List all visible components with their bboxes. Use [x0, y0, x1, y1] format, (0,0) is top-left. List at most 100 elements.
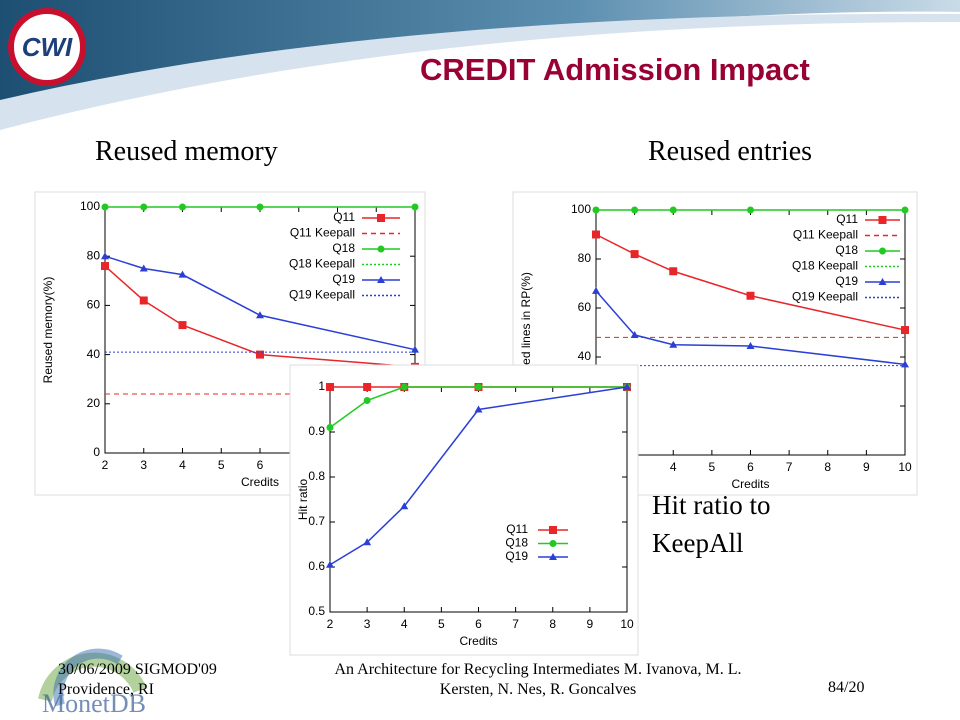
marker: [901, 326, 909, 335]
marker: [669, 340, 678, 348]
footer-date: 30/06/2009 SIGMOD'09 Providence, RI: [58, 661, 217, 698]
x-tick-label: 4: [179, 458, 186, 472]
legend-marker: [878, 216, 887, 224]
marker: [256, 311, 264, 319]
y-tick-label: 80: [578, 251, 592, 265]
x-tick-label: 9: [587, 617, 594, 631]
y-tick-label: 0.6: [308, 559, 325, 573]
x-tick-label: 7: [512, 617, 519, 631]
y-tick-label: 0.9: [308, 424, 325, 438]
marker: [101, 252, 109, 260]
marker: [139, 264, 148, 272]
y-axis-label: Reused lines in RP(%): [519, 272, 533, 393]
legend-marker: [878, 278, 887, 285]
legend-label: Q18: [505, 536, 528, 550]
marker: [363, 397, 371, 404]
x-tick-label: 2: [102, 458, 109, 472]
marker: [178, 321, 187, 330]
x-tick-label: 3: [140, 458, 147, 472]
caption: Reused entries: [648, 136, 813, 167]
legend-marker: [377, 214, 385, 222]
y-axis-label: Reused memory(%): [41, 277, 55, 384]
marker: [746, 341, 755, 349]
y-tick-label: 20: [87, 396, 101, 410]
y-tick-label: 1: [318, 379, 325, 393]
legend-label: Q19: [835, 274, 858, 288]
x-axis-label: Credits: [241, 475, 279, 489]
logo-ring: [8, 8, 86, 86]
marker: [411, 345, 419, 353]
x-axis-label: Credits: [459, 634, 497, 648]
y-tick-label: 100: [571, 202, 591, 216]
marker: [400, 383, 408, 391]
marker: [630, 250, 639, 259]
y-tick-label: 0: [93, 445, 100, 459]
marker: [256, 350, 264, 359]
marker: [326, 424, 334, 431]
logo-text: CWI: [22, 32, 73, 62]
caption: Reused memory: [95, 136, 278, 167]
y-axis-label: Hit ratio: [296, 479, 310, 521]
legend-label: Q19 Keepall: [792, 290, 858, 304]
x-tick-label: 6: [475, 617, 482, 631]
x-tick-label: 2: [327, 617, 334, 631]
legend-label: Q18: [332, 241, 355, 255]
x-tick-label: 7: [786, 460, 793, 474]
y-tick-label: 80: [87, 248, 101, 262]
legend-marker: [879, 247, 886, 255]
x-tick-label: 6: [747, 460, 754, 474]
legend-marker: [377, 245, 385, 253]
legend-label: Q18: [835, 243, 858, 257]
x-tick-label: 9: [863, 460, 870, 474]
header-swoosh-light: [0, 13, 960, 130]
marker: [326, 383, 334, 391]
legend-label: Q18 Keepall: [289, 257, 355, 271]
marker: [101, 262, 109, 271]
marker: [363, 383, 372, 391]
x-tick-label: 8: [549, 617, 556, 631]
y-tick-label: 40: [578, 349, 592, 363]
marker: [631, 206, 639, 214]
y-tick-label: 0.7: [308, 514, 325, 528]
y-tick-label: 0.8: [308, 469, 325, 483]
legend-marker: [549, 553, 557, 560]
marker: [474, 405, 483, 413]
marker: [139, 296, 148, 305]
x-tick-label: 6: [257, 458, 264, 472]
legend-label: Q11: [333, 210, 355, 224]
header-swoosh: [0, 0, 960, 120]
x-tick-label: 10: [620, 617, 634, 631]
marker: [592, 286, 600, 294]
marker: [475, 383, 482, 391]
x-tick-label: 8: [824, 460, 831, 474]
y-tick-label: 100: [80, 199, 100, 213]
x-tick-label: 10: [898, 460, 912, 474]
legend-marker: [377, 276, 385, 283]
x-tick-label: 3: [364, 617, 371, 631]
marker: [140, 203, 148, 211]
legend-label: Q19: [332, 272, 355, 286]
marker: [623, 383, 631, 390]
x-tick-label: 4: [670, 460, 677, 474]
legend-marker: [549, 540, 557, 547]
y-tick-label: 60: [87, 298, 101, 312]
x-tick-label: 4: [401, 617, 408, 631]
marker: [400, 502, 409, 510]
legend-label: Q19 Keepall: [289, 288, 355, 302]
marker: [326, 560, 334, 568]
marker: [746, 291, 755, 300]
footer-logo-text: MonetDB: [42, 689, 146, 718]
footer-logo-arc: [53, 648, 123, 707]
footer-citation: An Architecture for Recycling Intermedia…: [334, 661, 742, 698]
footer-page: 84/20: [828, 679, 865, 696]
marker: [901, 360, 909, 368]
marker: [363, 538, 372, 546]
legend-label: Q11 Keepall: [793, 228, 858, 242]
chart: 0.5 0.6 0.7 0.8 0.9 1 2 3 4 5 6 7 8 9 10 Credits Hit rat…: [289, 364, 639, 656]
marker: [256, 203, 264, 211]
legend-label: Q11: [506, 522, 528, 536]
chart-background: [289, 364, 639, 656]
marker: [592, 230, 600, 239]
y-tick-label: 40: [87, 347, 101, 361]
